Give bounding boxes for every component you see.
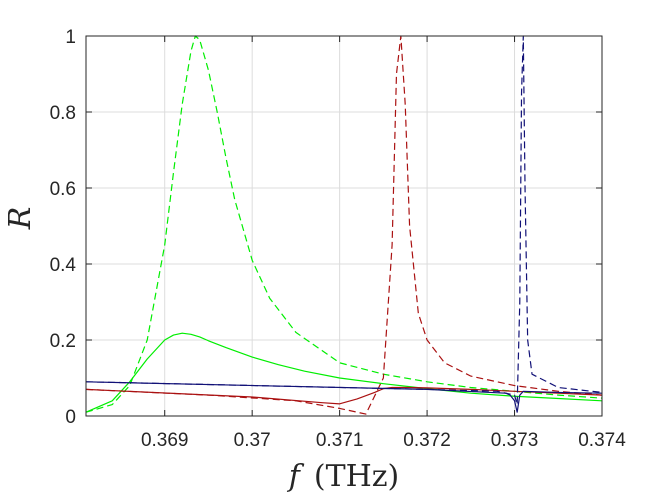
y-tick-label: 0.4: [50, 255, 77, 276]
y-tick-label: 0.6: [50, 179, 76, 200]
y-tick-label: 1: [65, 27, 76, 48]
x-tick-label: 0.371: [316, 430, 364, 451]
y-tick-label: 0: [65, 407, 76, 428]
x-tick-label: 0.372: [403, 430, 451, 451]
series-line-6: [85, 381, 603, 413]
x-axis-label: f (THz): [287, 459, 400, 494]
y-tick-label: 0.2: [50, 331, 76, 352]
x-tick-label: 0.373: [491, 430, 539, 451]
x-tick-label: 0.374: [578, 430, 626, 451]
y-tick-label: 0.8: [50, 103, 76, 124]
x-tick-label: 0.37: [234, 430, 271, 451]
series-line-5: [85, 35, 603, 406]
axis-ticks: [86, 35, 603, 417]
x-axis-unit: (THz): [314, 459, 399, 494]
x-tick-labels: 0.369 0.37 0.371 0.372 0.373 0.374: [141, 430, 626, 451]
y-tick-labels: 0 0.2 0.4 0.6 0.8 1: [50, 27, 77, 428]
y-axis-label: R: [3, 207, 38, 231]
series-line-3: [85, 35, 603, 415]
series-line-4: [85, 386, 603, 405]
series-line-2: [85, 332, 603, 413]
plot-frame: [85, 35, 603, 417]
series-line-1: [85, 35, 603, 413]
grid-lines: [86, 35, 603, 417]
x-tick-label: 0.369: [141, 430, 189, 451]
series-lines: [85, 35, 603, 415]
x-axis-variable: f: [287, 459, 305, 494]
